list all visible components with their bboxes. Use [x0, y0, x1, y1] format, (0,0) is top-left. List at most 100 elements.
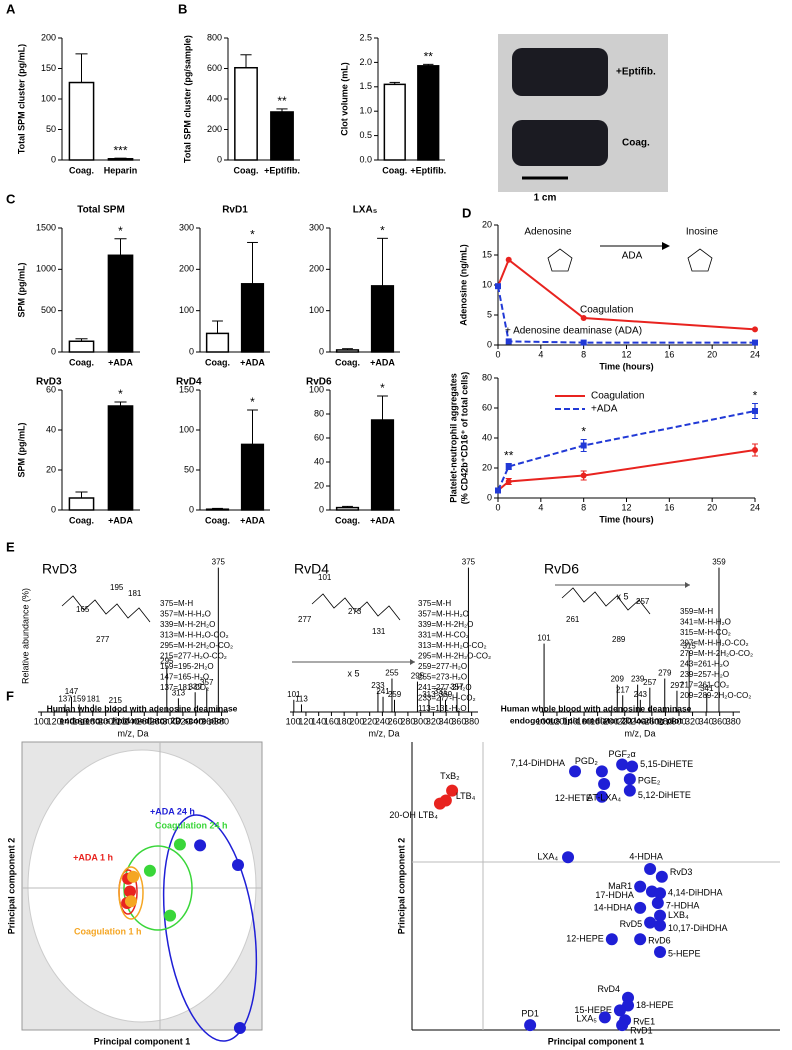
x-tick-label: 8 [581, 502, 586, 512]
y-axis-label: Principal component 2 [6, 838, 16, 935]
x-tick-label: 8 [581, 349, 586, 359]
x-axis-label: Time (hours) [599, 514, 653, 524]
structure [61, 595, 151, 623]
point-label: RvD4 [598, 984, 621, 994]
group-label: Coagulation 24 h [155, 820, 228, 830]
point-label: 17-HDHA [595, 890, 634, 900]
fragment: 341=M-H-H₂O [680, 618, 731, 627]
significance: * [380, 381, 385, 395]
x-tick-label: +ADA [240, 357, 265, 367]
significance: * [581, 425, 586, 439]
x-tick-label: Coag. [69, 515, 94, 525]
point-label: RvD5 [620, 919, 643, 929]
fragment: 147=165-H₂O [160, 673, 209, 682]
bar [383, 83, 406, 161]
peak-label: 259 [388, 690, 402, 699]
peak-label: 181 [87, 695, 101, 704]
marker [495, 487, 501, 494]
fragment: 331=M-H-CO₂ [418, 631, 469, 640]
group-label: Coagulation 1 h [74, 926, 142, 936]
x-tick-label: 280 [658, 716, 673, 726]
peak-label: 297 [670, 681, 684, 690]
bar [335, 506, 360, 511]
x-axis-label: m/z, Da [117, 728, 148, 738]
y-tick-label: 15 [482, 249, 492, 259]
point-label: 20-OH LTB₄ [389, 810, 438, 820]
structure-label: 289 [612, 635, 626, 644]
x-tick-label: 180 [337, 716, 352, 726]
x-tick-label: 100 [286, 716, 301, 726]
x-tick-label: 12 [621, 349, 631, 359]
fragment: 313=M-H-H₂O-CO₂ [160, 631, 229, 640]
point-label: 7,14-DiHDHA [511, 758, 566, 768]
y-tick-label: 40 [482, 432, 492, 442]
y-axis-label: Clot volume (mL) [339, 62, 349, 136]
point [124, 895, 137, 908]
y-tick-label: 0 [51, 154, 56, 164]
fragment: 241=277-2H₂O [418, 683, 472, 692]
x-tick-label: 300 [413, 716, 428, 726]
x-tick-label: 240 [124, 716, 139, 726]
peak-label: 339 [439, 690, 453, 699]
x-tick-label: 320 [685, 716, 700, 726]
point [654, 887, 667, 900]
point-label: RvD1 [630, 1025, 653, 1035]
y-tick-label: 5 [487, 309, 492, 319]
fragment: 357=M-H-H₂O [160, 610, 211, 619]
point [562, 851, 575, 864]
fragment: 255=273-H₂O [418, 673, 467, 682]
clot [512, 120, 608, 166]
x-tick-label: 340 [439, 716, 454, 726]
x-tick-label: 200 [604, 716, 619, 726]
fragment: 137=181-CO₂ [160, 683, 209, 692]
point [595, 790, 608, 803]
marker [752, 326, 758, 333]
y-tick-label: 40 [314, 456, 324, 466]
significance: * [753, 389, 758, 403]
y-tick-label: 300 [309, 222, 324, 232]
point [173, 838, 186, 851]
y-axis-label: Principal component 2 [396, 838, 406, 935]
peak-label: 241 [376, 687, 390, 696]
group-label: +ADA 24 h [150, 806, 195, 816]
structure-label: 195 [110, 583, 124, 592]
x-tick-label: 240 [375, 716, 390, 726]
x-tick-label: 220 [362, 716, 377, 726]
bar [240, 283, 265, 353]
x-tick-label: 120 [47, 716, 62, 726]
significance: ** [277, 94, 287, 108]
x-tick-label: 16 [664, 502, 674, 512]
y-tick-label: 60 [46, 384, 56, 394]
point-label: 7-HDHA [666, 900, 700, 910]
peak-label: 375 [462, 558, 476, 567]
x-tick-label: 24 [750, 349, 760, 359]
marker [580, 472, 587, 479]
x-tick-label: 220 [617, 716, 632, 726]
x-tick-label: +ADA [240, 515, 265, 525]
x-tick-label: 200 [349, 716, 364, 726]
y-tick-label: 150 [179, 384, 194, 394]
fragment: 339=M-H-2H₂O [160, 620, 215, 629]
point [598, 1011, 611, 1024]
structure-label: 273 [348, 607, 362, 616]
peak-label: 313 [172, 688, 186, 697]
y-axis-label: Adenosine (ng/mL) [458, 244, 468, 326]
point [164, 909, 177, 922]
point [143, 864, 156, 877]
bar [107, 405, 134, 511]
y-tick-label: 200 [207, 124, 222, 134]
y-tick-label: 100 [41, 93, 56, 103]
point [194, 839, 207, 852]
chart-title: Human whole blood with adenosine deamina… [47, 703, 238, 713]
marker [495, 283, 501, 290]
fragment: 209=289-2H₂O-CO₂ [680, 691, 751, 700]
marker [580, 442, 587, 449]
y-tick-label: 60 [482, 402, 492, 412]
fragment: 243=261-H₂O [680, 660, 729, 669]
chart-title: RvD3 [36, 377, 62, 388]
y-axis-label: Relative abundance (%) [20, 588, 30, 684]
fragment: 357=M-H-H₂O [418, 610, 469, 619]
annotation: Inosine [686, 227, 719, 238]
bar [335, 349, 360, 353]
